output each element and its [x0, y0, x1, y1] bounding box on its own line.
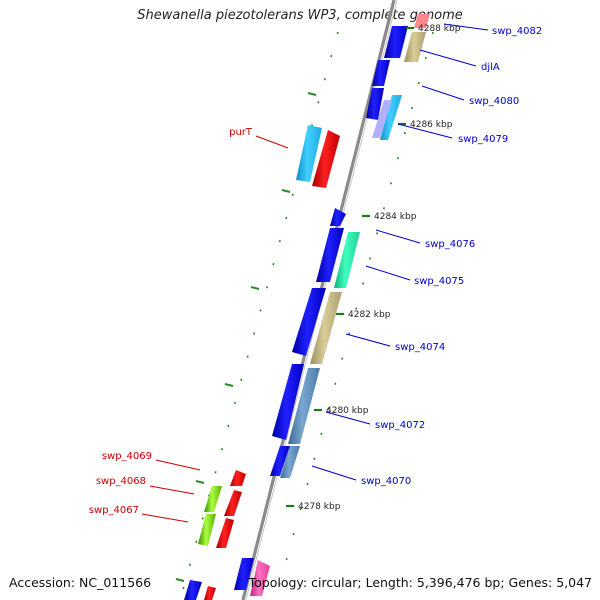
- gene-label-text[interactable]: djlA: [481, 62, 500, 73]
- scale-tick-label: 4282 kbp: [348, 310, 391, 320]
- cds-feature[interactable]: [272, 364, 304, 440]
- gene-label-text[interactable]: swp_4075: [414, 276, 464, 287]
- gene-label-leader: [255, 135, 289, 149]
- cds-feature[interactable]: [296, 125, 322, 182]
- cds-feature[interactable]: [280, 446, 300, 478]
- gene-label[interactable]: swp_4068: [96, 476, 195, 495]
- gene-label-leader: [443, 23, 489, 31]
- gene-label-text[interactable]: purT: [229, 127, 253, 138]
- cds-feature[interactable]: [316, 228, 344, 282]
- gene-label[interactable]: swp_4069: [102, 451, 201, 471]
- cds-feature[interactable]: [184, 580, 202, 600]
- gene-label-text[interactable]: swp_4072: [375, 420, 425, 431]
- cds-feature[interactable]: [204, 586, 216, 600]
- gene-label-leader: [345, 333, 391, 347]
- gene-label[interactable]: swp_4075: [365, 265, 464, 287]
- gene-label[interactable]: swp_4072: [325, 411, 425, 431]
- cds-feature[interactable]: [250, 560, 270, 596]
- scale-tick-label: 4288 kbp: [418, 24, 461, 34]
- cds-feature[interactable]: [204, 486, 222, 512]
- cds-feature[interactable]: [198, 514, 216, 546]
- scale-tick-label: 4278 kbp: [298, 502, 341, 512]
- gene-label-text[interactable]: swp_4080: [469, 96, 519, 107]
- cds-feature[interactable]: [414, 14, 430, 28]
- gene-label-leader: [155, 459, 201, 471]
- gene-label-leader: [419, 49, 477, 67]
- gene-label-leader: [325, 411, 371, 425]
- gene-label[interactable]: swp_4079: [397, 123, 508, 145]
- scale-tick-label: 4284 kbp: [374, 212, 417, 222]
- gene-label[interactable]: swp_4070: [311, 465, 411, 487]
- scale-tick: 4284 kbp: [362, 212, 417, 222]
- gene-label[interactable]: swp_4082: [443, 23, 542, 37]
- scale-tick: 4288 kbp: [406, 24, 461, 34]
- scale-tick: 4280 kbp: [314, 406, 369, 416]
- cds-feature[interactable]: [334, 232, 360, 288]
- gene-label-leader: [397, 123, 453, 139]
- cds-feature[interactable]: [288, 368, 320, 444]
- cds-feature[interactable]: [380, 95, 402, 140]
- gene-label-leader: [421, 85, 465, 101]
- gene-label[interactable]: djlA: [419, 49, 500, 73]
- cds-feature[interactable]: [292, 288, 326, 356]
- scale-tick-label: 4280 kbp: [326, 406, 369, 416]
- gene-label-leader: [375, 229, 421, 244]
- cds-feature[interactable]: [312, 130, 340, 188]
- gene-label-text[interactable]: swp_4079: [458, 134, 508, 145]
- cds-feature[interactable]: [366, 88, 384, 120]
- cds-feature[interactable]: [216, 518, 234, 548]
- cds-feature[interactable]: [372, 60, 390, 86]
- cds-feature[interactable]: [230, 470, 246, 486]
- cds-feature[interactable]: [384, 26, 408, 58]
- cds-feature[interactable]: [234, 558, 254, 590]
- cds-feature[interactable]: [404, 32, 426, 62]
- cds-feature[interactable]: [310, 292, 342, 364]
- gene-label-text[interactable]: swp_4070: [361, 476, 411, 487]
- gene-label[interactable]: swp_4067: [89, 505, 189, 523]
- cds-feature[interactable]: [330, 208, 346, 226]
- gene-label-leader: [149, 485, 195, 495]
- gene-label[interactable]: swp_4080: [421, 85, 519, 107]
- scale-tick: 4282 kbp: [336, 310, 391, 320]
- topology-text: Topology: circular; Length: 5,396,476 bp…: [248, 575, 592, 590]
- guide-ring-marks: [175, 92, 317, 582]
- scale-tick: 4278 kbp: [286, 502, 341, 512]
- gene-label[interactable]: swp_4076: [375, 229, 475, 250]
- forward-cds-track: [234, 14, 430, 596]
- gene-labels: swp_4082 djlA swp_4080 swp_4079 swp_4076 swp_…: [89, 23, 542, 523]
- map-title: Shewanella piezotolerans WP3, complete g…: [137, 8, 463, 23]
- gene-label-leader: [141, 513, 189, 523]
- gene-label[interactable]: swp_4074: [345, 333, 445, 353]
- scale-tick-label: 4286 kbp: [410, 120, 453, 130]
- gene-label-text[interactable]: swp_4069: [102, 451, 152, 462]
- gene-label-text[interactable]: swp_4067: [89, 505, 139, 516]
- cds-feature[interactable]: [224, 490, 242, 516]
- gene-label-text[interactable]: swp_4068: [96, 476, 146, 487]
- gene-label[interactable]: purT: [229, 127, 289, 149]
- cds-feature[interactable]: [372, 100, 392, 138]
- gene-label-text[interactable]: swp_4082: [492, 26, 542, 37]
- accession-text: Accession: NC_011566: [9, 575, 152, 590]
- gene-label-text[interactable]: swp_4076: [425, 239, 475, 250]
- gene-label-leader: [311, 465, 357, 481]
- gene-label-text[interactable]: swp_4074: [395, 342, 445, 353]
- cds-feature[interactable]: [270, 446, 290, 476]
- scale-tick: 4286 kbp: [398, 120, 453, 130]
- gene-label-leader: [365, 265, 411, 281]
- scale-ticks: 4288 kbp 4286 kbp 4284 kbp 4282 kbp 4280 kbp…: [286, 24, 461, 512]
- reverse-cds-track: [184, 125, 340, 600]
